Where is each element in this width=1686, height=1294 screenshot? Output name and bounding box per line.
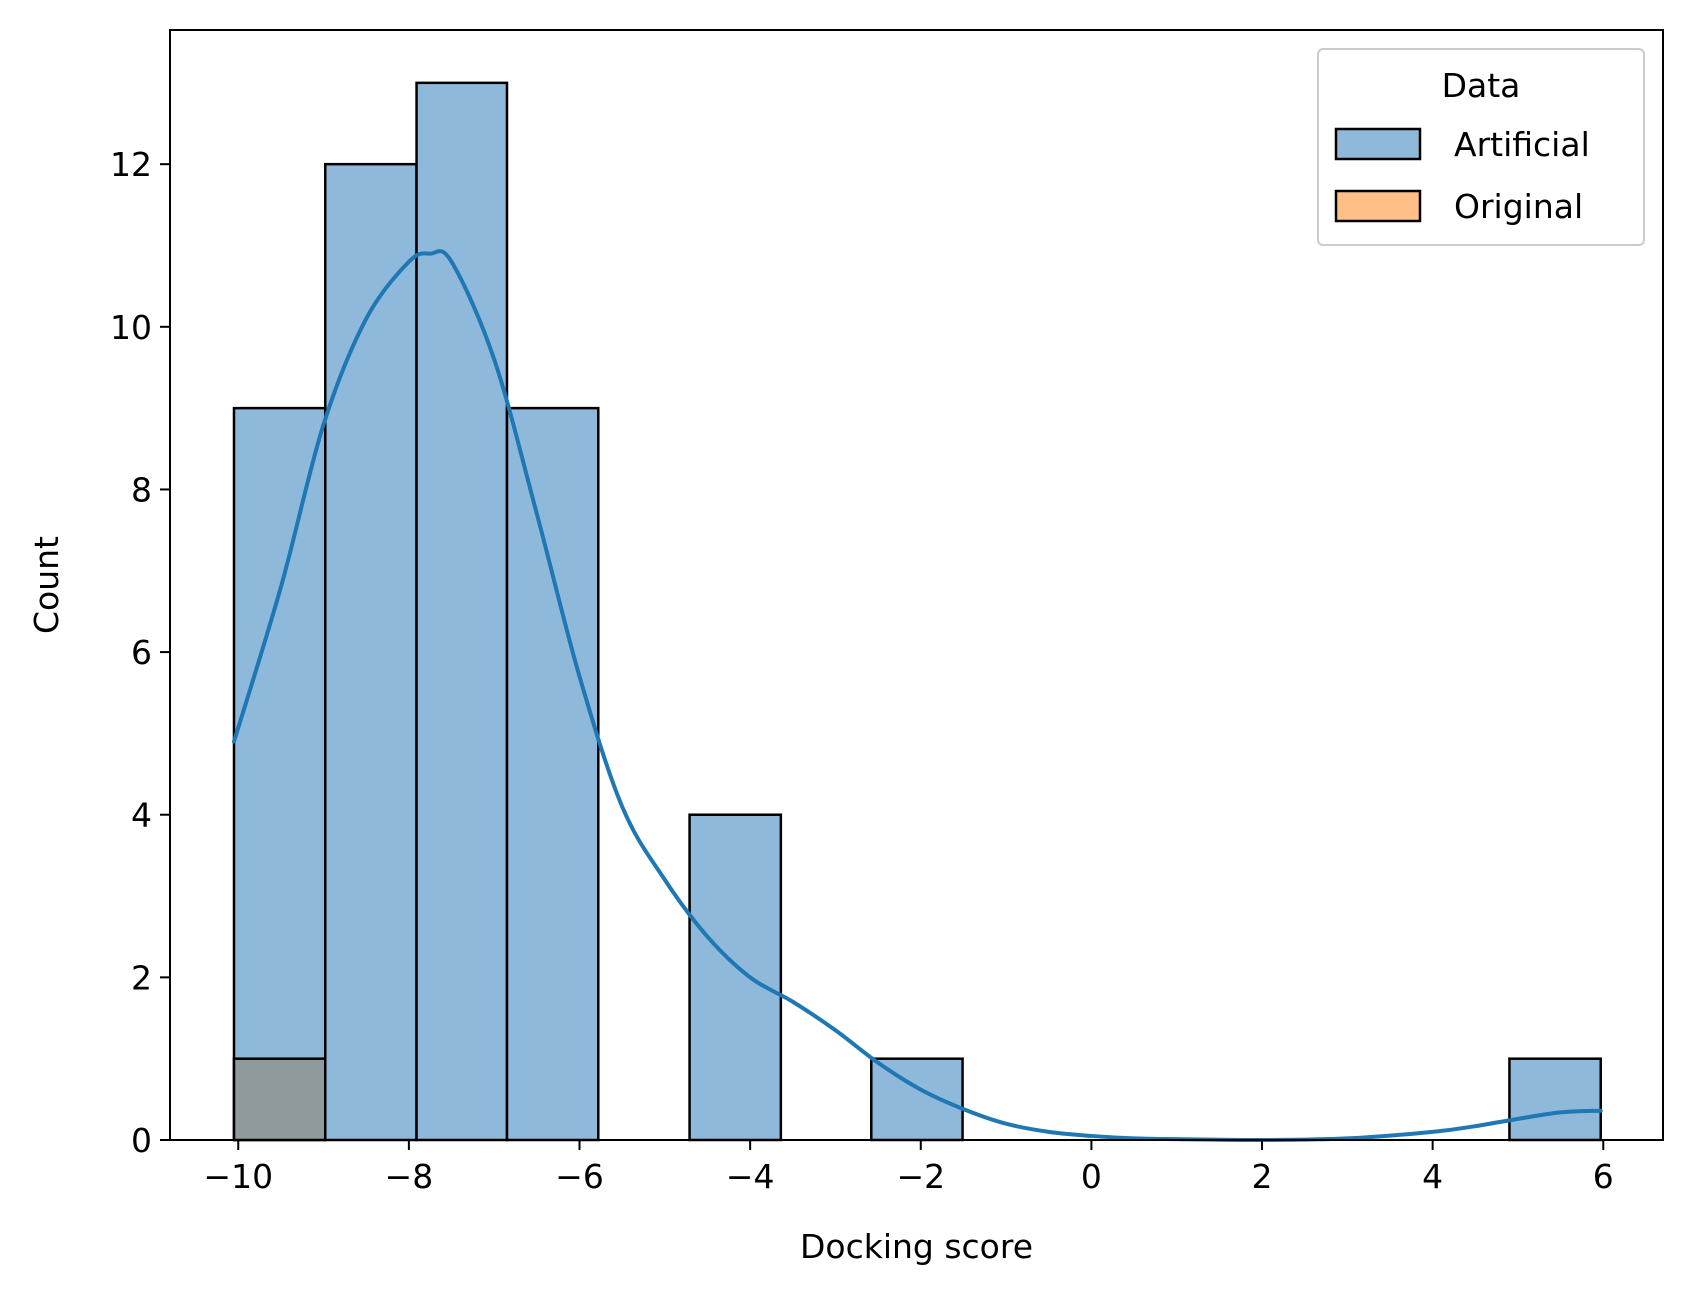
x-tick-label: −10 xyxy=(203,1157,273,1196)
legend: Data Artificial Original xyxy=(1317,48,1645,246)
x-axis-title: Docking score xyxy=(800,1227,1033,1266)
x-tick-label: −8 xyxy=(385,1157,434,1196)
legend-swatch xyxy=(1334,127,1422,161)
y-tick-label: 12 xyxy=(110,145,152,184)
histogram-bar xyxy=(870,1057,964,1142)
y-axis-title: Count xyxy=(27,536,66,634)
legend-title: Data xyxy=(1442,66,1521,105)
y-tick-label: 4 xyxy=(131,796,152,835)
histogram-bar-overlap xyxy=(232,1057,327,1142)
x-tick-label: −2 xyxy=(896,1157,945,1196)
bars-layer xyxy=(232,81,1602,1142)
y-tick-label: 10 xyxy=(110,308,152,347)
x-tick-label: 0 xyxy=(1081,1157,1102,1196)
legend-entries: Artificial Original xyxy=(1334,125,1590,226)
y-tick-label: 6 xyxy=(131,633,152,672)
histogram-bar xyxy=(1508,1057,1602,1142)
histogram-bar xyxy=(688,813,783,1142)
y-tick-label: 0 xyxy=(131,1121,152,1160)
histogram-bar xyxy=(415,81,509,1142)
histogram-bar xyxy=(324,162,418,1142)
axes-frame xyxy=(169,29,1664,1141)
histogram-bar xyxy=(232,406,327,1142)
x-tick-label: 6 xyxy=(1593,1157,1614,1196)
legend-label: Original xyxy=(1454,187,1583,226)
y-tick-label: 8 xyxy=(131,470,152,509)
x-tick-label: 4 xyxy=(1422,1157,1443,1196)
histogram-bar xyxy=(505,406,600,1142)
y-axis: 0 2 4 6 8 10 12 xyxy=(110,145,170,1160)
x-tick-label: 2 xyxy=(1252,1157,1273,1196)
legend-label: Artificial xyxy=(1454,125,1590,164)
y-tick-label: 2 xyxy=(131,958,152,997)
x-axis: −10 −8 −6 −4 −2 0 2 4 6 xyxy=(203,1140,1614,1196)
x-tick-label: −6 xyxy=(555,1157,604,1196)
legend-swatch xyxy=(1334,189,1422,223)
x-tick-label: −4 xyxy=(726,1157,775,1196)
